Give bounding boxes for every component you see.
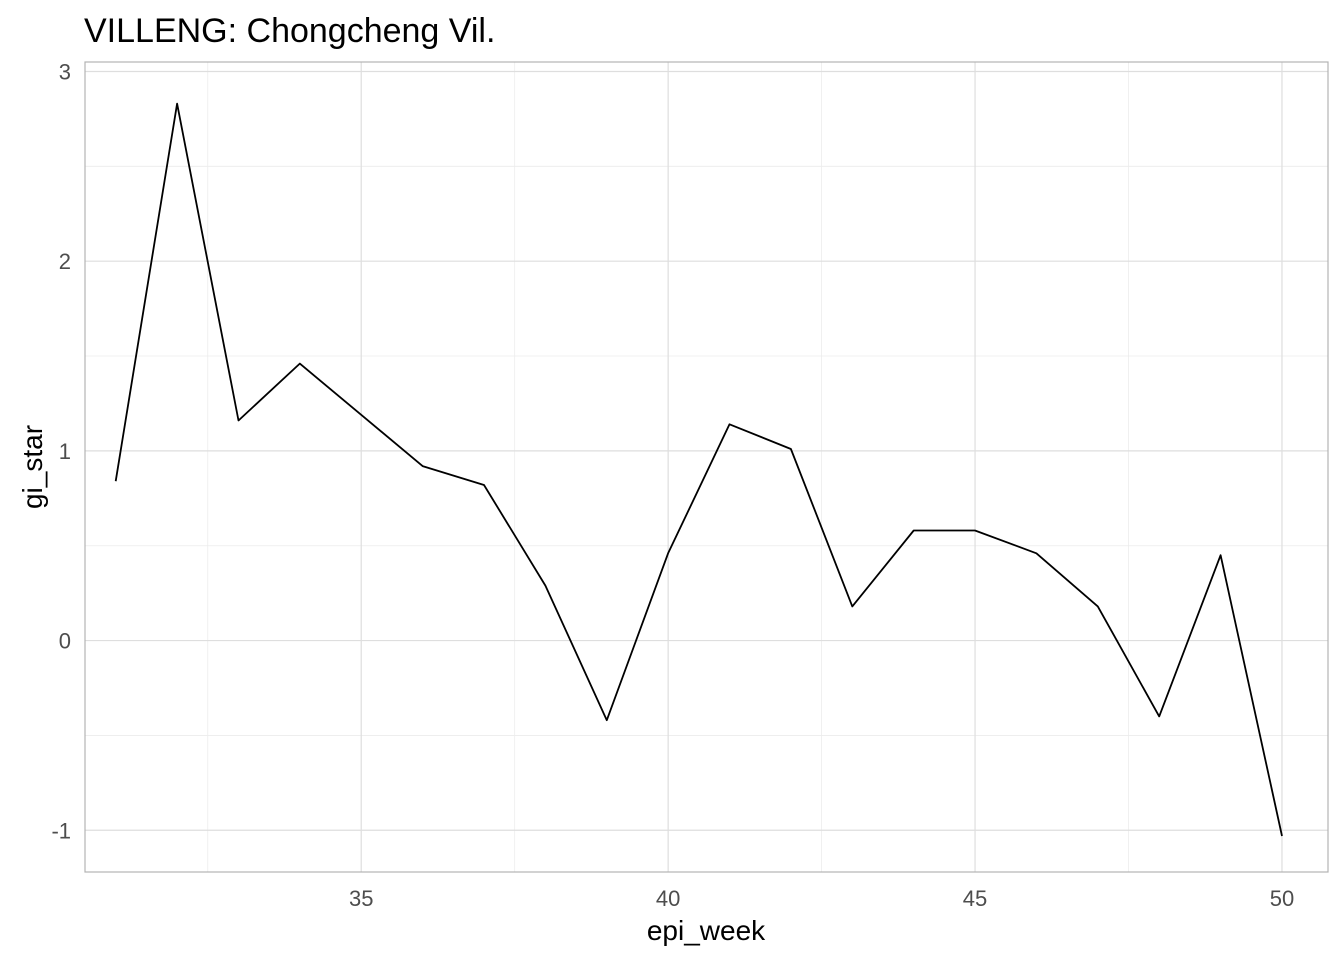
x-axis-title: epi_week <box>647 915 766 946</box>
chart-title: VILLENG: Chongcheng Vil. <box>84 12 495 50</box>
minor-gridlines <box>85 62 1328 872</box>
y-tick-label: 2 <box>59 249 71 274</box>
x-tick-label: 50 <box>1270 886 1294 911</box>
y-tick-label: 3 <box>59 59 71 84</box>
y-tick-label: 1 <box>59 439 71 464</box>
y-tick-label: 0 <box>59 629 71 654</box>
x-axis-tick-labels: 35 40 45 50 <box>349 886 1294 911</box>
y-tick-label: -1 <box>51 818 71 843</box>
x-tick-label: 35 <box>349 886 373 911</box>
plot-panel-border <box>84 61 1329 873</box>
x-tick-label: 45 <box>963 886 987 911</box>
gi-star-series-line <box>114 102 1283 837</box>
y-axis-title: gi_star <box>17 425 48 509</box>
x-tick-label: 40 <box>656 886 680 911</box>
y-axis-tick-labels: -1 0 1 2 3 <box>51 59 71 843</box>
major-gridlines <box>85 62 1328 872</box>
